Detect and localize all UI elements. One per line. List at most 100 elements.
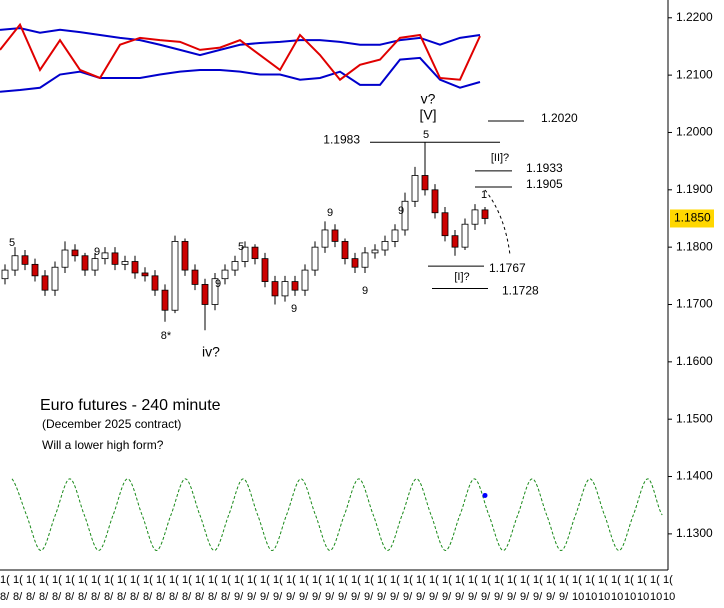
x-tick-label: 8/ xyxy=(26,591,36,603)
candle-body xyxy=(81,255,89,271)
annotation: 8* xyxy=(161,330,172,342)
x-tick-label: 1( xyxy=(260,574,270,586)
x-tick-label: 1( xyxy=(78,574,88,586)
x-tick-label: 1( xyxy=(65,574,75,586)
x-tick-label: 8/ xyxy=(65,591,75,603)
x-tick-label: 9/ xyxy=(338,591,348,603)
candle-body xyxy=(441,212,449,237)
annotation: [I]? xyxy=(454,271,469,283)
x-tick-label: 1( xyxy=(637,574,647,586)
last-price-label: 1.1850 xyxy=(674,211,711,225)
x-tick-label: 9/ xyxy=(351,591,361,603)
indicator-line xyxy=(0,27,481,57)
x-tick-label: 8/ xyxy=(208,591,218,603)
candle-body xyxy=(331,229,339,242)
x-tick-label: 1( xyxy=(234,574,244,586)
cycle-line xyxy=(11,478,663,552)
x-tick-label: 1( xyxy=(364,574,374,586)
x-tick-label: 9/ xyxy=(299,591,309,603)
x-tick-label: 8/ xyxy=(169,591,179,603)
candle-body xyxy=(11,255,19,271)
candle-body xyxy=(261,258,269,282)
x-tick-label: 1( xyxy=(208,574,218,586)
x-tick-label: 9/ xyxy=(403,591,413,603)
candle-body xyxy=(131,261,139,274)
candle-body xyxy=(311,246,319,271)
x-tick-label: 9/ xyxy=(260,591,270,603)
x-tick-label: 1( xyxy=(351,574,361,586)
candle-body xyxy=(351,258,359,268)
x-tick-label: 1( xyxy=(52,574,62,586)
x-tick-label: 9/ xyxy=(377,591,387,603)
candle-body xyxy=(321,229,329,248)
x-tick-label: 1( xyxy=(143,574,153,586)
x-tick-label: 1( xyxy=(13,574,23,586)
x-tick-label: 10 xyxy=(650,591,662,603)
y-tick-label: 1.2000 xyxy=(676,125,713,139)
annotation: 9 xyxy=(215,278,221,290)
x-tick-label: 9/ xyxy=(286,591,296,603)
level-label: 1.1983 xyxy=(323,132,360,146)
x-tick-label: 9/ xyxy=(312,591,322,603)
candle-body xyxy=(371,249,379,254)
x-tick-label: 1( xyxy=(182,574,192,586)
x-tick-label: 1( xyxy=(611,574,621,586)
x-tick-label: 8/ xyxy=(195,591,205,603)
annotation: 1 xyxy=(481,189,487,201)
candle-body xyxy=(101,252,109,260)
level-label: 1.1728 xyxy=(502,284,539,298)
x-tick-label: 1( xyxy=(221,574,231,586)
x-tick-label: 1( xyxy=(429,574,439,586)
annotation: 9 xyxy=(398,205,404,217)
x-tick-label: 9/ xyxy=(247,591,257,603)
candle-body xyxy=(1,269,9,280)
x-tick-label: 8/ xyxy=(156,591,166,603)
level-label: 1.1905 xyxy=(526,177,563,191)
x-tick-label: 8/ xyxy=(221,591,231,603)
level-label: 1.1767 xyxy=(489,261,526,275)
candle-body xyxy=(221,269,229,280)
candle-body xyxy=(481,209,489,219)
x-tick-label: 1( xyxy=(0,574,10,586)
x-tick-label: 8/ xyxy=(130,591,140,603)
candle-body xyxy=(41,275,49,291)
x-tick-label: 9/ xyxy=(559,591,569,603)
x-tick-label: 1( xyxy=(442,574,452,586)
x-tick-label: 9/ xyxy=(520,591,530,603)
annotation: [II]? xyxy=(491,152,509,164)
y-tick-label: 1.2100 xyxy=(676,67,713,81)
annotation: v? xyxy=(421,91,436,107)
candle-body xyxy=(391,229,399,242)
x-tick-label: 9/ xyxy=(442,591,452,603)
x-tick-label: 1( xyxy=(247,574,257,586)
annotation: 9 xyxy=(94,246,100,258)
x-tick-label: 9/ xyxy=(234,591,244,603)
x-tick-label: 1( xyxy=(26,574,36,586)
x-tick-label: 1( xyxy=(325,574,335,586)
candle-body xyxy=(451,235,459,248)
annotation: 9 xyxy=(362,285,368,297)
candle-body xyxy=(201,284,209,305)
x-tick-label: 8/ xyxy=(117,591,127,603)
y-tick-label: 1.1900 xyxy=(676,182,713,196)
x-tick-label: 9/ xyxy=(468,591,478,603)
x-tick-label: 1( xyxy=(390,574,400,586)
candle-body xyxy=(161,289,169,311)
x-tick-label: 1( xyxy=(338,574,348,586)
x-tick-label: 10 xyxy=(637,591,649,603)
candle-body xyxy=(361,252,369,268)
x-tick-label: 1( xyxy=(91,574,101,586)
x-tick-label: 1( xyxy=(377,574,387,586)
x-tick-label: 9/ xyxy=(481,591,491,603)
x-tick-label: 1( xyxy=(312,574,322,586)
y-tick-label: 1.2200 xyxy=(676,10,713,24)
annotation: 9 xyxy=(327,207,333,219)
indicator-line xyxy=(0,56,481,93)
x-tick-label: 1( xyxy=(286,574,296,586)
x-tick-label: 8/ xyxy=(182,591,192,603)
x-tick-label: 10 xyxy=(611,591,623,603)
y-tick-label: 1.1300 xyxy=(676,526,713,540)
x-tick-label: 1( xyxy=(624,574,634,586)
